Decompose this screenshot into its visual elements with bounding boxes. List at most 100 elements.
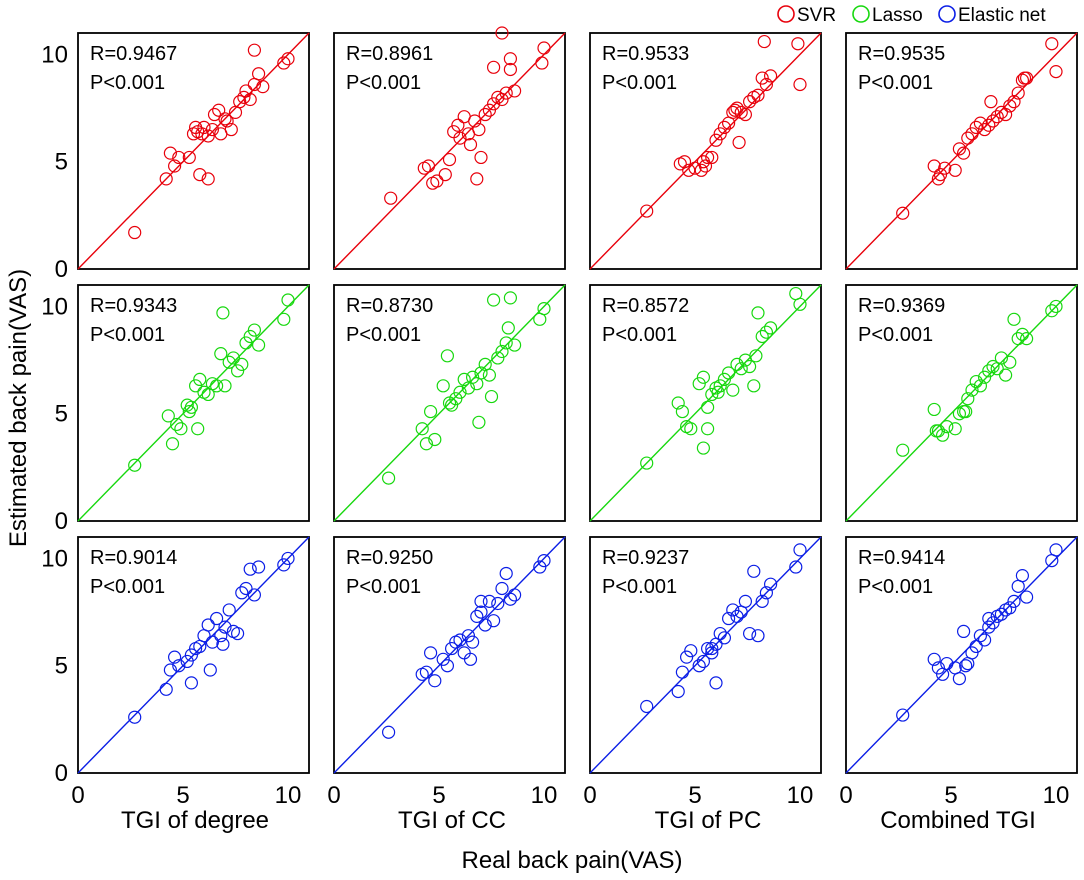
data-point xyxy=(235,586,249,600)
data-point xyxy=(438,168,452,182)
data-point xyxy=(688,161,702,175)
data-point xyxy=(482,594,496,608)
data-point xyxy=(201,129,215,143)
data-point xyxy=(982,364,996,378)
data-point xyxy=(281,52,295,66)
y-tick-label: 0 xyxy=(55,256,68,283)
data-point xyxy=(763,577,778,591)
data-point xyxy=(231,626,245,641)
column-label-2: TGI of CC xyxy=(398,807,506,834)
data-point xyxy=(956,624,971,639)
data-point xyxy=(453,385,467,399)
data-point xyxy=(491,351,505,365)
x-tick-label: 10 xyxy=(275,782,302,809)
data-point xyxy=(952,671,967,686)
identity-line xyxy=(845,284,1078,522)
data-point xyxy=(709,676,723,690)
identity-line xyxy=(589,284,822,522)
p-value: P<0.001 xyxy=(602,324,677,346)
legend-label-svr: SVR xyxy=(797,5,836,26)
data-point xyxy=(472,415,486,429)
data-point xyxy=(763,321,778,335)
panel-frame xyxy=(77,32,310,270)
data-point xyxy=(463,137,478,152)
data-point xyxy=(503,291,517,305)
data-point xyxy=(277,56,291,70)
data-point xyxy=(210,611,224,626)
data-point xyxy=(732,135,746,150)
data-point xyxy=(1049,65,1063,79)
data-point xyxy=(463,652,478,666)
data-point xyxy=(694,163,708,177)
data-point xyxy=(1015,327,1030,341)
data-point xyxy=(759,586,774,600)
data-point xyxy=(487,614,501,628)
data-point xyxy=(428,432,442,447)
data-point xyxy=(252,338,266,352)
data-point xyxy=(986,616,1000,630)
data-point xyxy=(252,560,266,574)
data-point xyxy=(751,88,765,102)
data-point xyxy=(738,594,753,608)
data-point xyxy=(224,122,238,137)
data-point xyxy=(495,92,509,107)
data-point xyxy=(453,131,467,145)
data-point xyxy=(721,366,736,380)
data-point xyxy=(793,77,807,92)
panel-1-4: R=0.9535 P<0.001 xyxy=(845,32,1078,270)
y-tick-label: 5 xyxy=(55,653,68,680)
panel-frame xyxy=(845,536,1078,774)
identity-line xyxy=(77,284,310,522)
data-point xyxy=(977,122,992,137)
data-point xyxy=(451,118,465,132)
data-point xyxy=(948,422,962,436)
data-point xyxy=(243,92,257,107)
data-point xyxy=(239,84,253,98)
x-tick-label: 10 xyxy=(1043,782,1070,809)
data-point xyxy=(189,379,203,393)
data-point xyxy=(466,370,480,384)
data-point xyxy=(193,168,207,182)
data-point xyxy=(239,581,253,596)
x-tick-label: 5 xyxy=(944,782,957,809)
data-point xyxy=(717,120,732,135)
x-tick-label: 0 xyxy=(839,782,852,809)
data-point xyxy=(896,443,910,457)
data-point xyxy=(749,349,763,363)
data-point xyxy=(440,659,454,673)
data-point xyxy=(1011,332,1025,346)
data-point xyxy=(675,404,690,419)
panel-frame xyxy=(845,32,1078,270)
data-point xyxy=(721,611,736,626)
data-point xyxy=(419,665,433,679)
data-point xyxy=(747,564,761,578)
data-point xyxy=(705,387,719,402)
data-point xyxy=(419,437,433,451)
data-point xyxy=(214,347,228,361)
data-point xyxy=(168,159,182,173)
data-point xyxy=(470,609,484,623)
data-point xyxy=(442,152,457,167)
data-point xyxy=(218,379,232,393)
p-value: P<0.001 xyxy=(346,576,421,598)
data-point xyxy=(1049,543,1063,557)
data-point xyxy=(161,409,175,423)
data-point xyxy=(728,103,742,117)
data-point xyxy=(713,626,727,641)
data-point xyxy=(252,67,266,81)
x-tick-label: 10 xyxy=(787,782,814,809)
data-point xyxy=(281,551,295,566)
data-point xyxy=(170,417,184,432)
data-point xyxy=(226,351,240,365)
data-point xyxy=(1045,37,1059,51)
panel-3-4: 0 5 10 R=0.9414 P<0.001 xyxy=(839,536,1078,809)
data-point xyxy=(969,120,983,135)
data-point xyxy=(172,659,186,673)
data-point xyxy=(457,372,471,386)
data-point xyxy=(424,404,438,419)
data-point xyxy=(789,560,803,574)
data-point xyxy=(474,605,488,619)
data-point xyxy=(128,710,142,724)
r-value: R=0.9237 xyxy=(602,547,689,569)
data-point xyxy=(430,174,444,188)
